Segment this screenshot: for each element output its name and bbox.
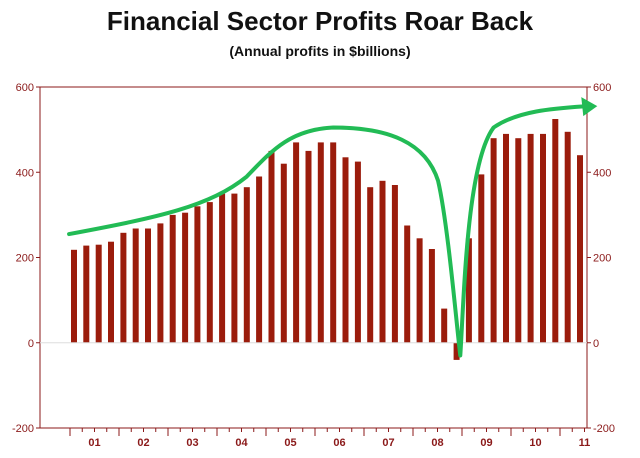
bar-41 bbox=[577, 155, 583, 343]
chart-title: Financial Sector Profits Roar Back bbox=[107, 6, 534, 36]
bar-40 bbox=[564, 131, 571, 343]
bar-12 bbox=[219, 193, 226, 343]
bar-11 bbox=[206, 202, 213, 343]
bar-7 bbox=[157, 223, 164, 343]
bar-23 bbox=[354, 161, 361, 343]
bars-group bbox=[40, 119, 587, 360]
bar-35 bbox=[503, 133, 509, 343]
bar-9 bbox=[182, 212, 189, 343]
bar-31 bbox=[453, 342, 460, 360]
bar-1 bbox=[83, 245, 90, 343]
bar-24 bbox=[367, 187, 374, 343]
y-tick-label-right-1: 400 bbox=[593, 167, 611, 179]
y-tick-label-left-1: 400 bbox=[16, 167, 34, 179]
bar-3 bbox=[108, 241, 114, 343]
y-axis-right: 600 400 200 0 -200 bbox=[587, 82, 615, 435]
y-tick-label-right-4: -200 bbox=[593, 423, 615, 435]
bar-30 bbox=[441, 308, 448, 343]
bar-14 bbox=[243, 187, 250, 343]
bar-13 bbox=[231, 193, 238, 343]
x-tick-label-10: 11 bbox=[579, 437, 591, 449]
bar-37 bbox=[527, 133, 534, 343]
bar-16 bbox=[268, 150, 275, 343]
bar-28 bbox=[416, 238, 423, 343]
y-tick-label-right-3: 0 bbox=[593, 338, 599, 350]
x-axis: 01 02 03 04 05 06 07 08 09 10 11 bbox=[69, 428, 591, 449]
bar-22 bbox=[342, 157, 349, 343]
bar-25 bbox=[379, 180, 386, 343]
bar-19 bbox=[305, 150, 312, 343]
x-tick-label-4: 05 bbox=[284, 437, 296, 449]
y-tick-label-right-2: 200 bbox=[593, 253, 611, 265]
bar-8 bbox=[169, 214, 176, 343]
bar-26 bbox=[391, 185, 398, 343]
x-tick-label-2: 03 bbox=[186, 437, 198, 449]
y-tick-label-right-0: 600 bbox=[593, 82, 611, 94]
bar-34 bbox=[490, 138, 497, 343]
bar-17 bbox=[280, 163, 287, 343]
x-tick-label-0: 01 bbox=[88, 437, 100, 449]
y-tick-label-left-3: 0 bbox=[28, 338, 34, 350]
bar-15 bbox=[256, 176, 263, 343]
bar-39 bbox=[552, 119, 559, 343]
x-tick-label-3: 04 bbox=[235, 437, 248, 449]
y-axis-left: 600 400 200 0 -200 bbox=[12, 82, 40, 435]
x-tick-label-6: 07 bbox=[382, 437, 394, 449]
chart-subtitle: (Annual profits in $billions) bbox=[229, 43, 410, 59]
trend-annotation bbox=[67, 97, 598, 358]
x-tick-label-1: 02 bbox=[137, 437, 149, 449]
x-tick-label-8: 09 bbox=[480, 437, 492, 449]
bar-38 bbox=[540, 133, 546, 343]
bar-21 bbox=[330, 142, 337, 343]
x-tick-label-7: 08 bbox=[431, 437, 443, 449]
bar-10 bbox=[194, 206, 201, 343]
trend-curve bbox=[67, 104, 589, 358]
x-tick-label-5: 06 bbox=[333, 437, 345, 449]
y-tick-label-left-0: 600 bbox=[16, 82, 34, 94]
x-tick-label-9: 10 bbox=[529, 437, 541, 449]
bar-29 bbox=[428, 249, 435, 343]
trend-arrowhead bbox=[581, 97, 598, 117]
bar-4 bbox=[120, 232, 127, 343]
y-tick-label-left-4: -200 bbox=[12, 423, 34, 435]
bar-2 bbox=[95, 244, 102, 343]
bar-0 bbox=[71, 249, 77, 343]
bar-5 bbox=[132, 228, 139, 343]
bar-33 bbox=[478, 174, 485, 343]
bar-6 bbox=[145, 228, 151, 343]
bar-32 bbox=[465, 238, 472, 343]
bar-18 bbox=[293, 142, 300, 343]
bar-36 bbox=[515, 138, 522, 343]
y-tick-label-left-2: 200 bbox=[16, 253, 34, 265]
bar-27 bbox=[404, 225, 411, 343]
bar-20 bbox=[317, 142, 324, 343]
